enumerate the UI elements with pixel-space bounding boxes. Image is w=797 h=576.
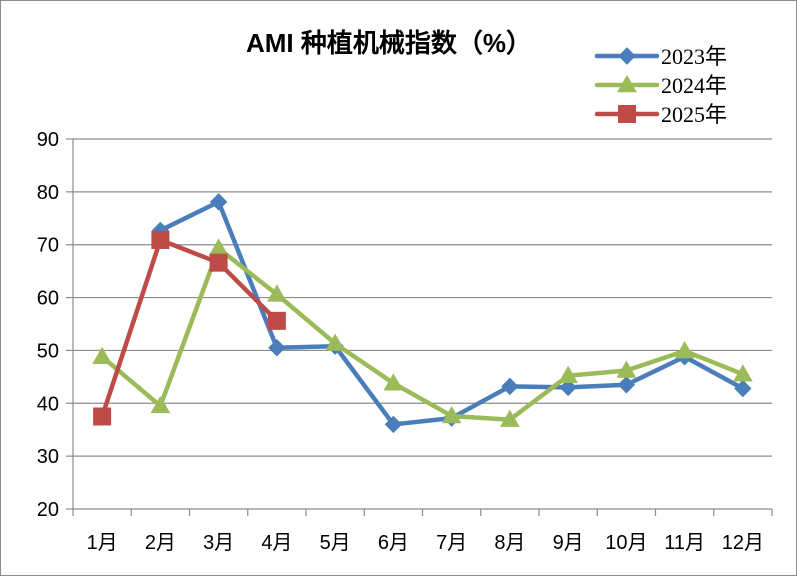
y-tick-label: 80 [37,182,59,204]
data-point [674,340,695,359]
x-tick-label: 12月 [722,532,764,554]
data-point [384,415,403,434]
y-tick-label: 20 [37,499,59,521]
x-tick-label: 3月 [203,532,234,554]
legend-entry: 2025年 [594,102,727,127]
y-tick-label: 70 [37,235,59,257]
legend-entry: 2023年 [594,44,727,69]
series-layer [92,193,753,434]
data-point [267,311,286,330]
data-point [733,364,753,382]
data-point [559,378,577,397]
x-tick-label: 6月 [378,532,409,554]
x-tick-label: 7月 [436,532,467,554]
chart-title: AMI 种植机械指数（%） [246,28,532,58]
legend-marker [617,74,637,93]
legend-label: 2025年 [661,102,727,127]
y-tick-label: 50 [37,340,59,362]
y-axis-ticks: 20 30 40 50 60 70 80 90 [37,129,73,521]
data-point [734,379,752,398]
x-tick-label: 5月 [320,532,351,554]
data-point [208,238,229,256]
x-tick-label: 9月 [553,532,584,554]
data-point [501,377,519,396]
x-tick-label: 2月 [145,532,176,554]
legend-entry: 2024年 [594,73,727,98]
legend: 2023年 2024年 2025年 [594,44,727,127]
y-tick-label: 90 [37,129,59,151]
series-2 [93,230,286,426]
data-point [209,253,228,272]
series-line [158,199,746,427]
data-point [268,339,286,357]
legend-label: 2023年 [661,44,727,69]
data-point [500,409,520,427]
x-tick-label: 8月 [494,532,525,554]
legend-label: 2024年 [661,73,727,98]
data-point [209,193,228,211]
data-point [93,407,112,426]
legend-marker [618,105,636,123]
x-tick-label: 11月 [664,532,705,554]
y-tick-label: 40 [37,393,59,415]
data-point [92,346,112,365]
grid-lines [73,138,772,457]
series-line [99,246,746,422]
x-tick-label: 4月 [261,532,292,554]
legend-marker [618,47,636,65]
data-point [325,333,345,351]
series-line [99,237,280,419]
data-point [616,360,637,378]
x-axis-ticks: 1月 2月 3月 4月 5月 6月 7月 8月 9月 10月 11月 12月 [72,509,773,554]
x-tick-label: 10月 [605,532,647,554]
data-point [150,395,171,414]
data-point [151,230,170,249]
data-point [441,405,462,424]
data-point [617,376,636,394]
axes [72,139,772,510]
data-point [383,373,404,391]
y-tick-label: 30 [37,446,59,468]
data-point [267,284,287,302]
y-tick-label: 60 [37,288,59,310]
series-1 [92,238,753,427]
series-0 [151,193,752,434]
data-point [558,365,578,384]
x-tick-label: 1月 [87,532,118,554]
